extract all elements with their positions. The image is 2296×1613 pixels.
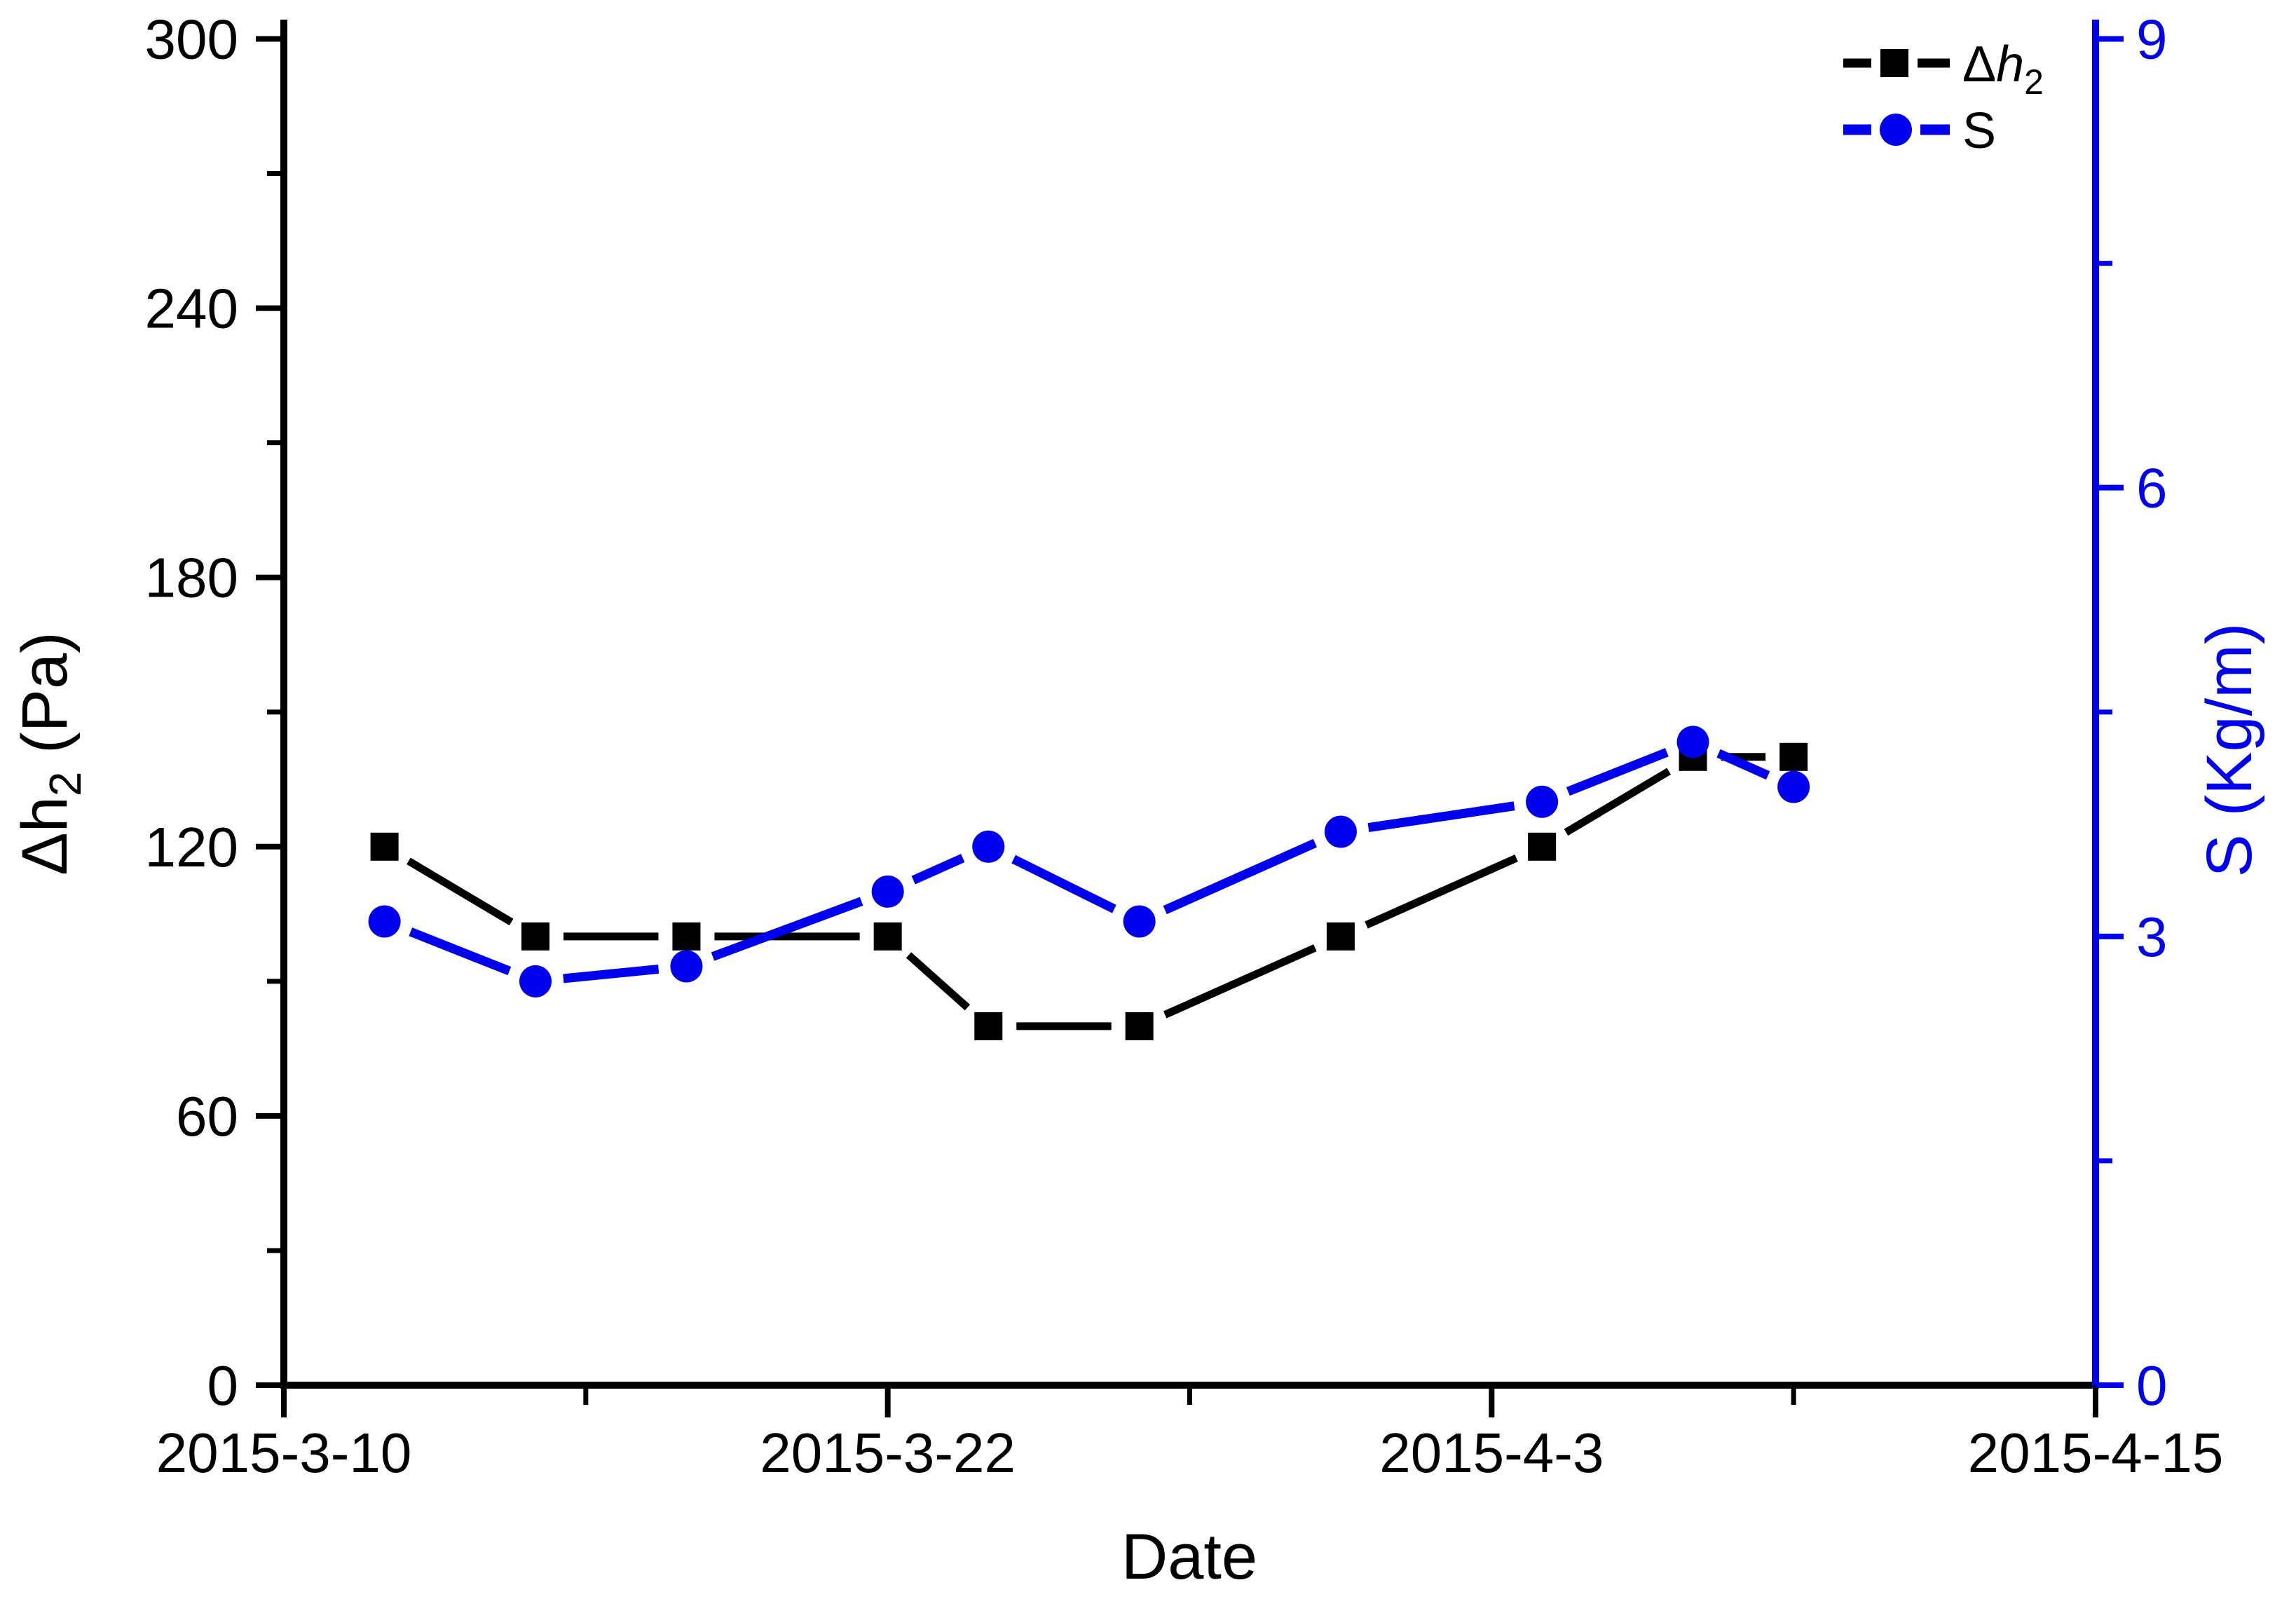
series-line-segment — [563, 964, 660, 984]
series-s — [368, 726, 1810, 998]
left-axis-tick-label: 120 — [145, 816, 238, 878]
series-line-segment — [911, 854, 965, 885]
x-axis-tick-label: 2015-3-10 — [156, 1422, 412, 1484]
legend-label-dh2: Δh2 — [1962, 36, 2044, 102]
left-axis-title-unit: (Pa) — [9, 632, 81, 771]
series-line-segment — [1365, 855, 1518, 929]
series-line-segment — [1566, 748, 1669, 796]
data-point-square-marker — [521, 922, 550, 951]
left-axis-tick-label: 240 — [145, 278, 238, 340]
series-line-segment — [1367, 801, 1515, 833]
left-axis-tick-label: 300 — [145, 8, 238, 71]
data-point-circle-marker — [519, 965, 552, 998]
left-axis-tick-label: 180 — [145, 547, 238, 609]
x-axis-title: Date — [1121, 1521, 1257, 1593]
data-point-circle-marker — [1324, 815, 1357, 848]
series-line-segment — [1716, 749, 1770, 780]
data-point-circle-marker — [1676, 726, 1709, 758]
series-line-segment — [711, 897, 863, 961]
data-point-square-marker — [1779, 742, 1808, 771]
series-dh2 — [370, 742, 1808, 1040]
data-point-square-marker — [1326, 922, 1355, 951]
ticks-layer: 2015-3-10 2015-3-22 2015-4-3 2015-4-1506012… — [145, 8, 2224, 1485]
right-axis-tick-label: 9 — [2136, 8, 2168, 71]
series-line-segment — [406, 857, 514, 926]
right-axis-tick-label: 3 — [2136, 906, 2168, 968]
right-axis-tick-label: 6 — [2136, 457, 2168, 519]
data-point-square-marker — [974, 1012, 1003, 1040]
legend-circle-marker — [1880, 114, 1912, 146]
data-point-square-marker — [370, 832, 399, 861]
data-point-circle-marker — [670, 950, 703, 983]
right-axis-title: S (Kg/m) — [2194, 623, 2265, 878]
legend: Δh2 S — [1843, 36, 2044, 159]
data-point-square-marker — [1528, 832, 1557, 861]
legend-item-dh2: Δh2 — [1843, 36, 2044, 102]
data-point-square-marker — [873, 922, 902, 951]
legend-item-s: S — [1843, 103, 1996, 159]
legend-square-marker — [1880, 49, 1908, 77]
left-axis-title-main: Δh — [9, 796, 81, 876]
series-line-segment — [906, 952, 971, 1011]
data-point-circle-marker — [1777, 770, 1810, 803]
data-point-square-marker — [1125, 1012, 1154, 1040]
left-axis-tick-label: 0 — [207, 1354, 239, 1417]
left-axis-title-sub: 2 — [40, 772, 90, 797]
x-axis-tick-label: 2015-4-15 — [1968, 1422, 2224, 1484]
series-line-segment — [1163, 838, 1318, 915]
left-axis-tick-label: 60 — [176, 1085, 238, 1148]
data-point-circle-marker — [1123, 905, 1156, 938]
series-layer — [368, 726, 1810, 1040]
x-axis-tick-label: 2015-3-22 — [760, 1422, 1016, 1484]
series-line-segment — [1011, 855, 1116, 913]
series-line-segment — [1163, 944, 1317, 1019]
left-axis-title: Δh2 (Pa) — [9, 632, 90, 876]
right-axis-tick-label: 0 — [2136, 1354, 2168, 1417]
axes — [280, 20, 2099, 1389]
data-point-circle-marker — [1526, 785, 1559, 818]
data-point-circle-marker — [368, 905, 401, 938]
series-line-segment — [1564, 768, 1671, 836]
series-line-segment — [409, 927, 512, 976]
x-axis-tick-label: 2015-4-3 — [1379, 1422, 1604, 1484]
legend-label-s: S — [1962, 103, 1996, 159]
data-point-circle-marker — [871, 875, 904, 908]
data-point-circle-marker — [972, 830, 1005, 863]
data-point-square-marker — [672, 922, 701, 951]
